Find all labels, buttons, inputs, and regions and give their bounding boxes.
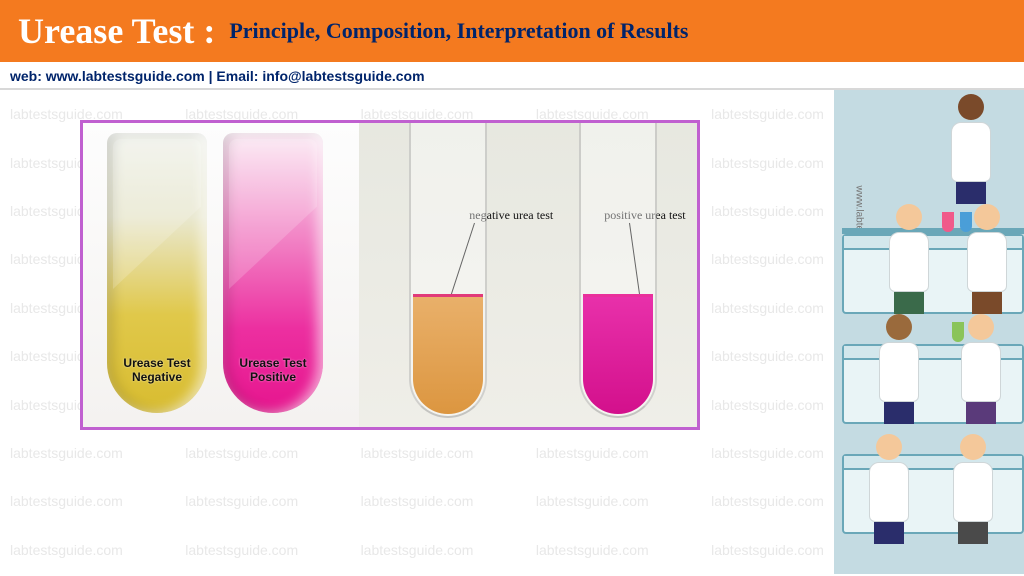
header-bar: Urease Test : Principle, Composition, In…: [0, 0, 1024, 62]
main-area: labtestsguide.com labtestsguide.com labtes…: [0, 90, 1024, 574]
watermark-text: labtestsguide.com: [361, 493, 474, 509]
watermark-text: labtestsguide.com: [10, 445, 123, 461]
slant-pos-label: Urease Test Positive: [223, 357, 323, 385]
broth-negative: [413, 294, 483, 414]
watermark-text: labtestsguide.com: [536, 493, 649, 509]
watermark-text: labtestsguide.com: [711, 300, 824, 316]
watermark-text: labtestsguide.com: [711, 106, 824, 122]
slant-pos-label-line1: Urease Test: [239, 356, 306, 370]
watermark-text: labtestsguide.com: [185, 445, 298, 461]
panel-broth-tubes: negative urea test positive urea test: [359, 123, 697, 427]
watermark-text: labtestsguide.com: [10, 493, 123, 509]
watermark-text: labtestsguide.com: [185, 493, 298, 509]
scientist-icon: [946, 94, 996, 204]
scientist-icon: [874, 314, 924, 424]
watermark-text: labtestsguide.com: [536, 445, 649, 461]
scientist-icon: [948, 434, 998, 544]
watermark-text: labtestsguide.com: [711, 348, 824, 364]
content-area: labtestsguide.com labtestsguide.com labtes…: [0, 90, 834, 574]
watermark-text: labtestsguide.com: [711, 251, 824, 267]
watermark-text: labtestsguide.com: [711, 397, 824, 413]
watermark-text: labtestsguide.com: [361, 445, 474, 461]
flask-icon: [960, 212, 972, 232]
slant-tube-negative: Urease Test Negative: [107, 133, 207, 413]
watermark-text: labtestsguide.com: [10, 542, 123, 558]
flask-icon: [942, 212, 954, 232]
slant-neg-label-line2: Negative: [132, 370, 182, 384]
watermark-text: labtestsguide.com: [711, 203, 824, 219]
watermark-text: labtestsguide.com: [711, 493, 824, 509]
slant-neg-label: Urease Test Negative: [107, 357, 207, 385]
panel-slant-tubes: Urease Test Negative Urease Test Positiv…: [83, 123, 359, 427]
broth-tube-positive: [579, 123, 657, 418]
header-subtitle: Principle, Composition, Interpretation o…: [229, 18, 688, 44]
watermark-text: labtestsguide.com: [711, 445, 824, 461]
watermark-text: labtestsguide.com: [711, 155, 824, 171]
broth-tube-negative: [409, 123, 487, 418]
header-title: Urease Test :: [18, 10, 215, 52]
sidebar-illustration: www.labtestsguide.com: [834, 90, 1024, 574]
broth-positive: [583, 294, 653, 414]
watermark-text: labtestsguide.com: [536, 542, 649, 558]
contact-row: web: www.labtestsguide.com | Email: info…: [0, 62, 1024, 90]
watermark-text: labtestsguide.com: [185, 542, 298, 558]
slant-neg-label-line1: Urease Test: [123, 356, 190, 370]
slant-pos-label-line2: Positive: [250, 370, 296, 384]
urease-figure: Urease Test Negative Urease Test Positiv…: [80, 120, 700, 430]
scientist-icon: [884, 204, 934, 314]
watermark-text: labtestsguide.com: [361, 542, 474, 558]
scientist-icon: [864, 434, 914, 544]
slant-tube-positive: Urease Test Positive: [223, 133, 323, 413]
flask-icon: [952, 322, 964, 342]
watermark-text: labtestsguide.com: [711, 542, 824, 558]
